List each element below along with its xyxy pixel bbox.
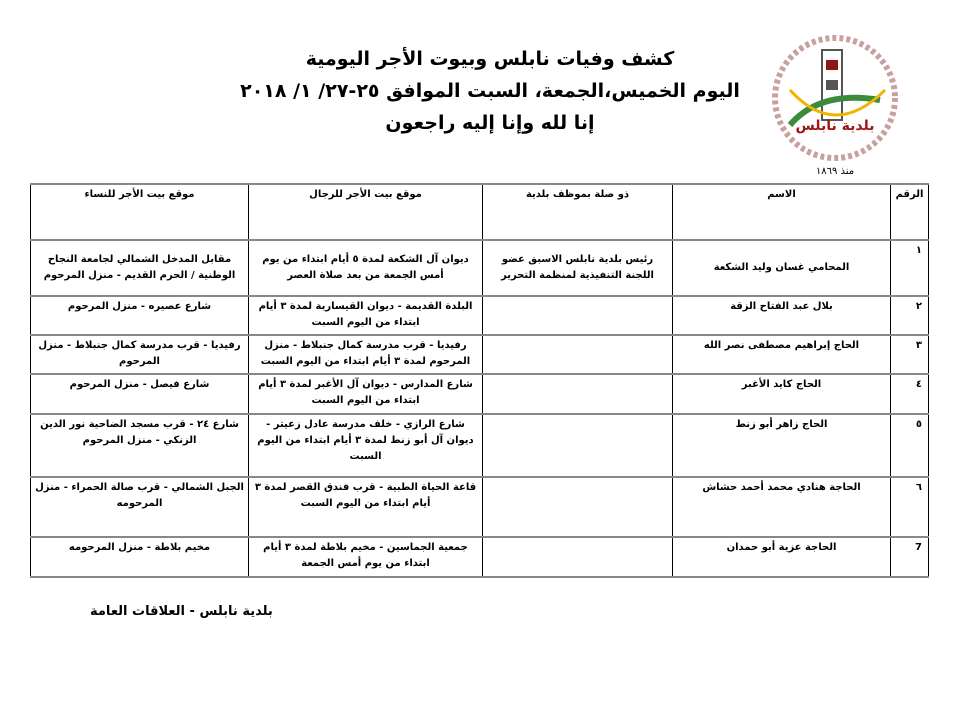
relation <box>482 295 673 336</box>
women-location: مقابل المدخل الشمالي لجامعة النجاح الوطن… <box>30 239 249 297</box>
women-location: شارع فيصل - منزل المرحوم <box>30 373 249 415</box>
men-location: جمعية الجماسين - مخيم بلاطة لمدة ٣ أيام … <box>248 536 483 578</box>
deceased-name: الحاجة عزية أبو حمدان <box>672 536 891 578</box>
women-location: مخيم بلاطة - منزل المرحومه <box>30 536 249 578</box>
relation <box>482 334 673 375</box>
men-location: ديوان آل الشكعة لمدة ٥ أيام ابتداء من يو… <box>248 239 483 297</box>
row-number: ٥ <box>890 413 929 478</box>
table-header-row: الرقم الاسم ذو صلة بموظف بلدية موقع بيت … <box>30 183 929 241</box>
deceased-name: الحاج كايد الأغبر <box>672 373 891 415</box>
row-number: ١ <box>890 239 929 297</box>
deaths-table: الرقم الاسم ذو صلة بموظف بلدية موقع بيت … <box>30 183 929 578</box>
col-header-men-location: موقع بيت الأجر للرجال <box>248 183 483 241</box>
deceased-name: الحاجة هنادي محمد أحمد حشاش <box>672 476 891 538</box>
men-location: رفيديا - قرب مدرسة كمال جنبلاط - منزل ال… <box>248 334 483 375</box>
logo-name: بلدية نابلس <box>795 118 875 134</box>
document-verse: إنا لله وإنا إليه راجعون <box>385 112 595 134</box>
col-header-name: الاسم <box>672 183 891 241</box>
col-header-number: الرقم <box>890 183 929 241</box>
table-row: ٢ بلال عبد الفتاح الزقة البلدة القديمة - د… <box>30 295 929 336</box>
footer-signature: بلدية نابلس - العلاقات العامة <box>90 604 273 619</box>
document-dates: اليوم الخميس،الجمعة، السبت الموافق ٢٥-٢٧… <box>240 80 740 102</box>
deceased-name: الحاج زاهر أبو زنط <box>672 413 891 478</box>
logo-emblem-icon <box>772 35 898 161</box>
women-location: شارع ٢٤ - قرب مسجد الضاحية نور الدين الز… <box>30 413 249 478</box>
logo-since: منذ ١٨٦٩ <box>815 166 855 177</box>
women-location: رفيديا - قرب مدرسة كمال جنبلاط - منزل ال… <box>30 334 249 375</box>
table-row: ١ المحامي غسان وليد الشكعة رئيس بلدية نابل… <box>30 239 929 297</box>
table-row: ٣ الحاج إبراهيم مصطفى نصر الله رفيديا - قر… <box>30 334 929 375</box>
relation <box>482 373 673 415</box>
relation: رئيس بلدية نابلس الاسبق عضو اللجنة التنف… <box>482 239 673 297</box>
relation <box>482 536 673 578</box>
table-row: 7 الحاجة عزية أبو حمدان جمعية الجماسين - م… <box>30 536 929 578</box>
deceased-name: المحامي غسان وليد الشكعة <box>672 239 891 297</box>
deceased-name: بلال عبد الفتاح الزقة <box>672 295 891 336</box>
table-row: ٦ الحاجة هنادي محمد أحمد حشاش قاعة الحياة … <box>30 476 929 538</box>
men-location: شارع الرازي - خلف مدرسة عادل زعيتر - ديو… <box>248 413 483 478</box>
row-number: 7 <box>890 536 929 578</box>
men-location: البلدة القديمة - ديوان القيسارية لمدة ٣ … <box>248 295 483 336</box>
relation <box>482 476 673 538</box>
men-location: شارع المدارس - ديوان آل الأغبر لمدة ٣ أي… <box>248 373 483 415</box>
deceased-name: الحاج إبراهيم مصطفى نصر الله <box>672 334 891 375</box>
men-location: قاعة الحياة الطبية - قرب فندق القصر لمدة… <box>248 476 483 538</box>
table-row: ٥ الحاج زاهر أبو زنط شارع الرازي - خلف مدر… <box>30 413 929 478</box>
document-title: كشف وفيات نابلس وبيوت الأجر اليومية <box>305 48 675 70</box>
table-row: ٤ الحاج كايد الأغبر شارع المدارس - ديوان آ… <box>30 373 929 415</box>
row-number: ٦ <box>890 476 929 538</box>
women-location: الجبل الشمالي - قرب صالة الحمراء - منزل … <box>30 476 249 538</box>
relation <box>482 413 673 478</box>
women-location: شارع عصيره - منزل المرحوم <box>30 295 249 336</box>
row-number: ٤ <box>890 373 929 415</box>
row-number: ٢ <box>890 295 929 336</box>
col-header-women-location: موقع بيت الأجر للنساء <box>30 183 249 241</box>
nablus-municipality-logo: بلدية نابلس منذ ١٨٦٩ <box>760 30 910 180</box>
col-header-relation: ذو صلة بموظف بلدية <box>482 183 673 241</box>
row-number: ٣ <box>890 334 929 375</box>
